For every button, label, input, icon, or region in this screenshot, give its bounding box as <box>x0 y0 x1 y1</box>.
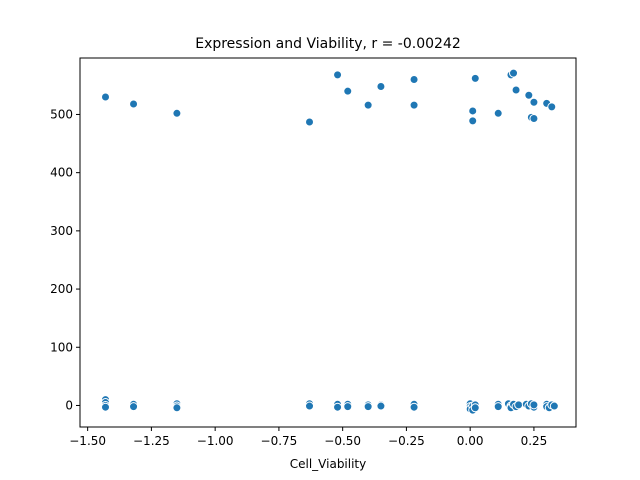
y-tick-label: 400 <box>50 166 73 180</box>
data-point <box>511 85 521 95</box>
y-tick-label: 500 <box>50 107 73 121</box>
data-point <box>305 401 315 411</box>
data-point <box>529 400 539 410</box>
y-tick-label: 0 <box>65 398 73 412</box>
data-point <box>468 116 478 126</box>
data-point <box>549 401 559 411</box>
data-point <box>376 82 386 92</box>
x-axis-title: Cell_Viability <box>290 457 367 471</box>
data-point <box>409 75 419 85</box>
x-tick-label: −1.00 <box>197 434 234 448</box>
data-point <box>529 97 539 107</box>
y-axis: 0 100 200 300 400 500 <box>50 107 80 412</box>
x-tick-label: 0.00 <box>457 434 484 448</box>
data-point <box>470 73 480 83</box>
data-point <box>305 117 315 127</box>
data-point <box>343 86 353 96</box>
data-point <box>101 402 110 412</box>
y-tick-label: 200 <box>50 282 73 296</box>
data-point <box>547 102 557 112</box>
x-tick-label: −1.50 <box>69 434 106 448</box>
data-point <box>172 403 182 413</box>
data-point <box>493 108 503 118</box>
data-point <box>333 70 343 80</box>
data-point <box>172 108 182 118</box>
plot-frame <box>79 57 577 428</box>
data-point <box>493 402 503 412</box>
x-tick-label: −0.50 <box>324 434 361 448</box>
data-point <box>363 100 373 110</box>
data-point <box>524 90 534 100</box>
data-point <box>409 402 419 412</box>
data-point <box>333 402 343 412</box>
data-point <box>343 402 353 412</box>
x-tick-label: −1.25 <box>133 434 170 448</box>
data-point <box>509 68 519 78</box>
chart-title: Expression and Viability, r = -0.00242 <box>195 36 461 52</box>
data-point <box>101 92 110 102</box>
y-tick-label: 300 <box>50 224 73 238</box>
data-point <box>514 400 524 410</box>
points-layer <box>101 68 559 415</box>
data-point <box>409 100 419 110</box>
data-point <box>129 99 139 109</box>
x-axis: −1.50 −1.25 −1.00 −0.75 −0.50 −0.25 0.00 0.25 <box>69 427 547 448</box>
data-point <box>129 402 139 412</box>
data-point <box>376 401 386 411</box>
x-tick-label: −0.25 <box>388 434 425 448</box>
data-point <box>363 402 373 412</box>
x-tick-label: 0.25 <box>521 434 548 448</box>
x-tick-label: −0.75 <box>261 434 298 448</box>
data-point <box>470 403 480 413</box>
data-point <box>529 114 539 124</box>
data-point <box>468 106 478 116</box>
y-tick-label: 100 <box>50 340 73 354</box>
